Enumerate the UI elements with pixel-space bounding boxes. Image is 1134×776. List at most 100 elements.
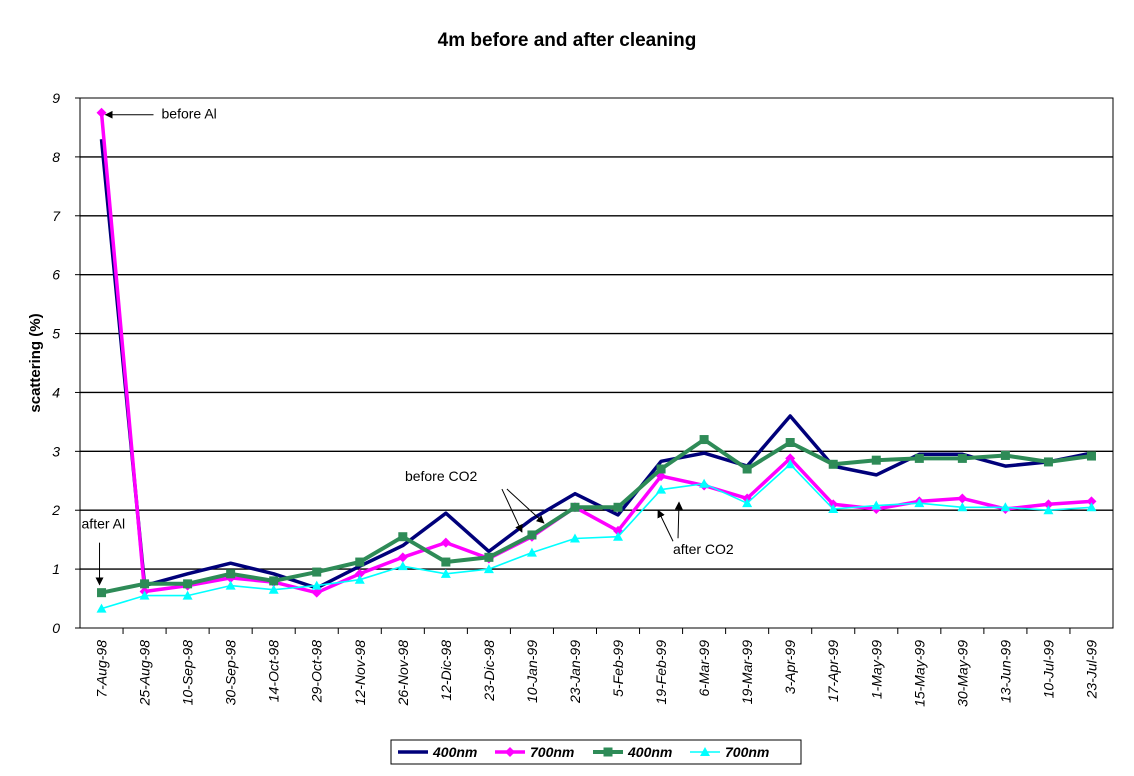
- y-tick-label: 2: [51, 502, 60, 518]
- data-point: [96, 603, 107, 613]
- data-point: [226, 569, 236, 579]
- y-tick-label: 5: [52, 326, 60, 342]
- data-point: [785, 459, 796, 469]
- data-point: [441, 557, 451, 567]
- data-point: [742, 498, 753, 508]
- data-point: [1086, 502, 1097, 512]
- legend-item: 700nm: [690, 744, 769, 760]
- data-point: [355, 557, 365, 567]
- y-tick-label: 0: [52, 620, 60, 636]
- legend-item: 400nm: [398, 744, 477, 760]
- legend-label: 400nm: [627, 744, 672, 760]
- x-tick-label: 10-Jul-99: [1040, 640, 1056, 699]
- x-tick-label: 29-Oct-98: [309, 640, 325, 703]
- annotation-arrow: [657, 509, 674, 542]
- x-tick-label: 14-Oct-98: [266, 640, 282, 702]
- annotation-arrow: [506, 488, 545, 524]
- data-point: [828, 459, 838, 469]
- x-tick-label: 15-May-99: [911, 640, 927, 707]
- x-tick-label: 17-Apr-99: [825, 640, 841, 702]
- annotations: before Al after Al before CO2 after CO2: [82, 106, 734, 586]
- x-tick-label: 19-Mar-99: [739, 640, 755, 705]
- legend-label: 700nm: [530, 744, 574, 760]
- data-point: [312, 567, 322, 577]
- legend-item: 400nm: [593, 744, 672, 760]
- x-tick-label: 3-Apr-99: [782, 640, 798, 694]
- data-point: [1000, 450, 1010, 460]
- data-point: [140, 579, 150, 589]
- data-point: [1000, 502, 1011, 512]
- x-tick-label: 12-Dic-98: [438, 640, 454, 701]
- x-tick-label: 13-Jun-99: [997, 640, 1013, 703]
- data-point: [785, 438, 795, 447]
- data-point: [484, 552, 494, 562]
- data-point: [397, 552, 408, 563]
- data-point: [526, 547, 537, 557]
- data-point: [505, 747, 515, 757]
- data-point: [97, 588, 107, 598]
- series-line: [101, 437, 1092, 595]
- legend-label: 700nm: [725, 744, 769, 760]
- data-point: [603, 747, 613, 757]
- y-tick-label: 1: [52, 561, 60, 577]
- data-point: [1043, 505, 1054, 515]
- data-point: [613, 502, 623, 512]
- data-point: [96, 107, 107, 118]
- x-tick-label: 23-Dic-98: [481, 640, 497, 702]
- annotation-label: before Al: [162, 106, 217, 122]
- x-tick-label: 5-Feb-99: [610, 640, 626, 697]
- data-point: [699, 435, 709, 445]
- x-tick-label: 12-Nov-98: [352, 640, 368, 706]
- data-point: [225, 580, 236, 590]
- data-point: [1086, 496, 1097, 507]
- data-point: [957, 493, 968, 504]
- series-3: [97, 435, 1096, 598]
- data-point: [742, 464, 752, 474]
- data-point: [656, 484, 667, 494]
- y-axis: 0 1 2 3 4 5 6 7 8 9: [51, 90, 80, 636]
- data-point: [269, 576, 279, 586]
- chart-title: 4m before and after cleaning: [438, 30, 697, 51]
- y-tick-label: 4: [52, 384, 60, 400]
- annotation-arrow: [674, 501, 683, 539]
- x-tick-label: 6-Mar-99: [696, 640, 712, 697]
- x-tick-label: 10-Jan-99: [524, 640, 540, 703]
- data-point: [828, 504, 839, 514]
- data-point: [957, 453, 967, 463]
- data-point: [570, 502, 580, 512]
- data-point: [699, 478, 710, 488]
- data-point: [268, 584, 279, 594]
- x-tick-label: 23-Jan-99: [567, 640, 583, 704]
- series-line: [99, 139, 1092, 590]
- data-point: [354, 568, 365, 579]
- annotation-label: before CO2: [405, 468, 478, 484]
- series-line: [101, 463, 1092, 610]
- data-point: [1086, 451, 1096, 461]
- data-point: [397, 561, 408, 571]
- data-point: [871, 500, 882, 510]
- data-point: [914, 498, 925, 508]
- data-point: [569, 533, 580, 543]
- x-axis: 7-Aug-98 25-Aug-98 10-Sep-98 30-Sep-98 14-Oc…: [94, 628, 1099, 707]
- legend-item: 700nm: [495, 744, 574, 760]
- x-tick-label: 25-Aug-98: [137, 640, 153, 707]
- annotation-label: after Al: [82, 516, 126, 532]
- x-tick-label: 30-Sep-98: [223, 640, 239, 706]
- series-1: [99, 139, 1092, 590]
- data-point: [483, 564, 494, 574]
- y-tick-label: 8: [52, 149, 60, 165]
- data-point: [440, 568, 451, 578]
- data-point: [700, 747, 710, 756]
- y-tick-label: 9: [52, 90, 60, 106]
- x-tick-label: 10-Sep-98: [180, 640, 196, 706]
- data-point: [1043, 499, 1054, 510]
- y-tick-label: 3: [52, 443, 60, 459]
- plot-area: [79, 97, 1114, 629]
- data-point: [785, 453, 796, 464]
- data-point: [398, 532, 408, 542]
- data-point: [440, 537, 451, 548]
- legend: 400nm 700nm 400nm 700nm: [390, 739, 802, 765]
- x-tick-label: 19-Feb-99: [653, 640, 669, 705]
- data-point: [354, 574, 365, 584]
